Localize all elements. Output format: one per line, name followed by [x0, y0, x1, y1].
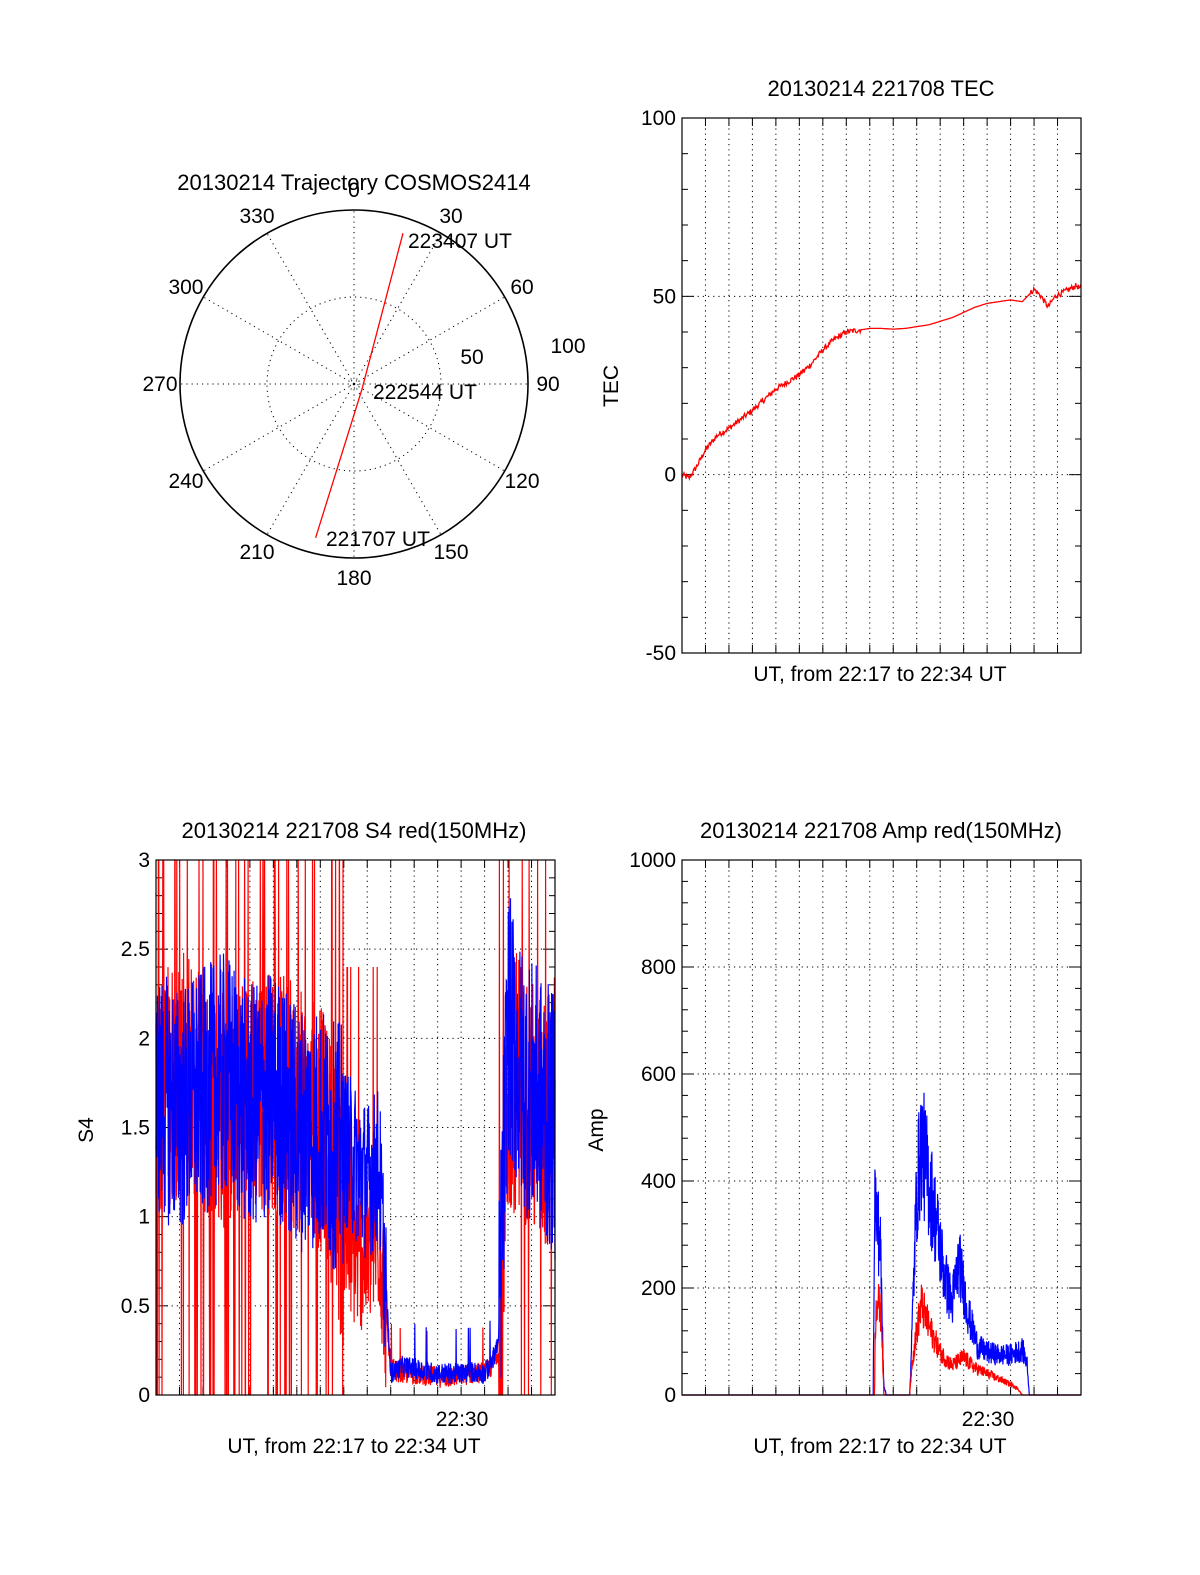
amp-y-tick-label: 0 [664, 1384, 676, 1407]
polar-angle-label: 210 [239, 541, 274, 564]
tec-chart: 20130214 221708 TEC -50 0 50 100 TEC UT, fr… [600, 76, 1082, 686]
polar-angle-labels: 0 30 60 90 120 150 180 210 240 270 300 330 [142, 179, 559, 590]
tec-y-tick-labels: -50 0 50 100 [641, 107, 676, 665]
polar-trajectory-chart: 20130214 Trajectory COSMOS2414 0 30 60 90 12… [142, 170, 585, 590]
polar-point-label-mid: 222544 UT [373, 381, 477, 404]
polar-radius-label-100: 100 [550, 335, 585, 358]
s4-y-tick-label: 1.5 [121, 1117, 150, 1140]
amp-y-tick-label: 400 [641, 1170, 676, 1193]
amp-y-tick-label: 600 [641, 1063, 676, 1086]
polar-grid-center [349, 379, 359, 389]
amp-xlabel: UT, from 22:17 to 22:34 UT [753, 1435, 1006, 1458]
tec-y-tick-label: 50 [653, 285, 676, 308]
s4-y-tick-label: 3 [138, 849, 150, 872]
polar-angle-label: 150 [433, 541, 468, 564]
polar-trajectory-line [314, 233, 404, 538]
amp-title: 20130214 221708 Amp red(150MHz) [700, 818, 1062, 843]
polar-grid-spoke [266, 233, 355, 385]
s4-chart: 20130214 221708 S4 red(150MHz) 0 0.5 1 1.5 2… [75, 818, 556, 1458]
tec-y-tick-label: 0 [664, 464, 676, 487]
polar-grid-spoke [266, 383, 355, 535]
amp-red-series-line [682, 1283, 1081, 1396]
polar-outer-ring [179, 209, 529, 559]
tec-y-tick-label: 100 [641, 107, 676, 130]
tec-ylabel: TEC [600, 365, 623, 407]
polar-angle-label: 120 [504, 470, 539, 493]
tec-xlabel: UT, from 22:17 to 22:34 UT [753, 663, 1006, 686]
polar-angle-label: 90 [536, 373, 559, 396]
amp-xtick-label: 22:30 [962, 1408, 1015, 1431]
tec-title: 20130214 221708 TEC [767, 76, 994, 101]
amp-blue-series-line [682, 1092, 1081, 1396]
polar-grid-spoke [203, 296, 355, 385]
amp-ylabel: Amp [585, 1108, 608, 1151]
polar-radius-label-50: 50 [460, 346, 483, 369]
tec-plot-frame [681, 117, 1082, 654]
polar-point-label-start: 221707 UT [326, 528, 430, 551]
s4-title: 20130214 221708 S4 red(150MHz) [182, 818, 527, 843]
amp-y-tick-label: 1000 [629, 849, 676, 872]
amp-chart: 20130214 221708 Amp red(150MHz) 0 200 400 6… [585, 818, 1082, 1458]
tec-y-tick-label: -50 [646, 642, 676, 665]
polar-title: 20130214 Trajectory COSMOS2414 [177, 170, 530, 195]
s4-plot-frame [155, 859, 556, 1396]
polar-angle-label: 0 [348, 179, 360, 202]
amp-y-tick-label: 200 [641, 1277, 676, 1300]
polar-grid [180, 210, 528, 558]
tec-ticks [682, 117, 1081, 654]
s4-y-tick-labels: 0 0.5 1 1.5 2 2.5 3 [121, 849, 150, 1407]
polar-angle-label: 330 [239, 205, 274, 228]
polar-point-label-end: 223407 UT [408, 230, 512, 253]
polar-angle-label: 60 [510, 276, 533, 299]
polar-angle-label: 300 [168, 276, 203, 299]
s4-ylabel: S4 [75, 1117, 98, 1143]
s4-xtick-label: 22:30 [436, 1408, 489, 1431]
amp-grid [682, 860, 1081, 1395]
s4-y-tick-label: 2 [138, 1027, 150, 1050]
s4-y-tick-label: 0 [138, 1384, 150, 1407]
s4-y-tick-label: 1 [138, 1206, 150, 1229]
amp-y-tick-label: 800 [641, 956, 676, 979]
polar-grid-spoke [353, 383, 442, 535]
polar-angle-label: 270 [142, 373, 177, 396]
s4-y-tick-label: 2.5 [121, 938, 150, 961]
amp-plot-frame [681, 859, 1082, 1396]
polar-grid-spoke [203, 383, 355, 472]
tec-grid [682, 118, 1081, 653]
s4-y-tick-label: 0.5 [121, 1295, 150, 1318]
polar-angle-label: 30 [439, 205, 462, 228]
polar-angle-label: 180 [336, 567, 371, 590]
amp-y-tick-labels: 0 200 400 600 800 1000 [629, 849, 676, 1407]
polar-angle-label: 240 [168, 470, 203, 493]
s4-blue-series-line [155, 898, 556, 1385]
s4-xlabel: UT, from 22:17 to 22:34 UT [227, 1435, 480, 1458]
tec-series-line [681, 282, 1082, 482]
polar-grid-ring [266, 296, 442, 472]
